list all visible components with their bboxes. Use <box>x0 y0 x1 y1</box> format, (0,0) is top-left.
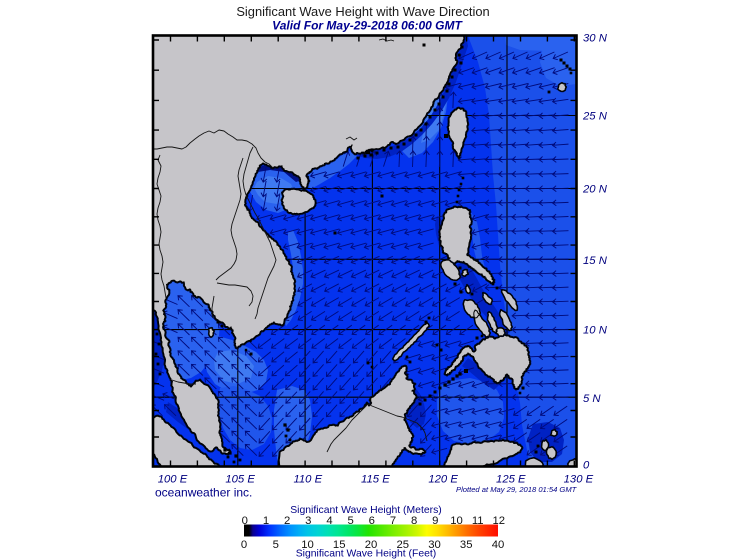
svg-text:9: 9 <box>432 515 438 527</box>
svg-text:125 E: 125 E <box>496 474 526 486</box>
svg-text:25: 25 <box>397 539 410 551</box>
svg-text:10 N: 10 N <box>583 325 608 337</box>
svg-text:35: 35 <box>460 539 473 551</box>
svg-text:6: 6 <box>369 515 375 527</box>
svg-text:7: 7 <box>390 515 396 527</box>
svg-text:Significant Wave Height with W: Significant Wave Height with Wave Direct… <box>236 4 489 19</box>
svg-text:Significant Wave Height (Meter: Significant Wave Height (Meters) <box>290 505 442 516</box>
svg-text:5: 5 <box>348 515 354 527</box>
svg-text:25 N: 25 N <box>582 110 608 122</box>
svg-text:5: 5 <box>273 539 279 551</box>
svg-text:oceanweather inc.: oceanweather inc. <box>155 486 252 500</box>
svg-text:8: 8 <box>411 515 417 527</box>
svg-text:40: 40 <box>492 539 505 551</box>
svg-text:3: 3 <box>305 515 311 527</box>
svg-text:15: 15 <box>333 539 346 551</box>
svg-text:12: 12 <box>493 515 506 527</box>
svg-text:30 N: 30 N <box>583 33 608 45</box>
svg-text:0: 0 <box>241 539 247 551</box>
svg-text:10: 10 <box>301 539 314 551</box>
svg-text:100 E: 100 E <box>158 474 188 486</box>
svg-text:20 N: 20 N <box>582 184 608 196</box>
svg-text:0: 0 <box>583 460 590 472</box>
svg-text:4: 4 <box>326 515 332 527</box>
svg-text:2: 2 <box>284 515 290 527</box>
svg-text:10: 10 <box>450 515 463 527</box>
svg-text:Valid For May-29-2018 06:00 GM: Valid For May-29-2018 06:00 GMT <box>272 19 463 33</box>
svg-text:11: 11 <box>472 515 484 527</box>
svg-text:Plotted at May 29, 2018 01:54: Plotted at May 29, 2018 01:54 GMT <box>456 485 578 494</box>
svg-text:110 E: 110 E <box>293 474 322 486</box>
svg-text:120 E: 120 E <box>428 474 458 486</box>
svg-text:130 E: 130 E <box>564 474 594 486</box>
svg-text:5 N: 5 N <box>583 393 601 405</box>
svg-text:1: 1 <box>263 515 269 527</box>
svg-text:Significant Wave Height (Feet): Significant Wave Height (Feet) <box>296 549 437 560</box>
svg-text:115 E: 115 E <box>361 474 390 486</box>
svg-text:15 N: 15 N <box>583 255 608 267</box>
svg-text:0: 0 <box>242 515 248 527</box>
svg-text:105 E: 105 E <box>225 474 255 486</box>
svg-text:20: 20 <box>365 539 378 551</box>
svg-text:30: 30 <box>428 539 441 551</box>
